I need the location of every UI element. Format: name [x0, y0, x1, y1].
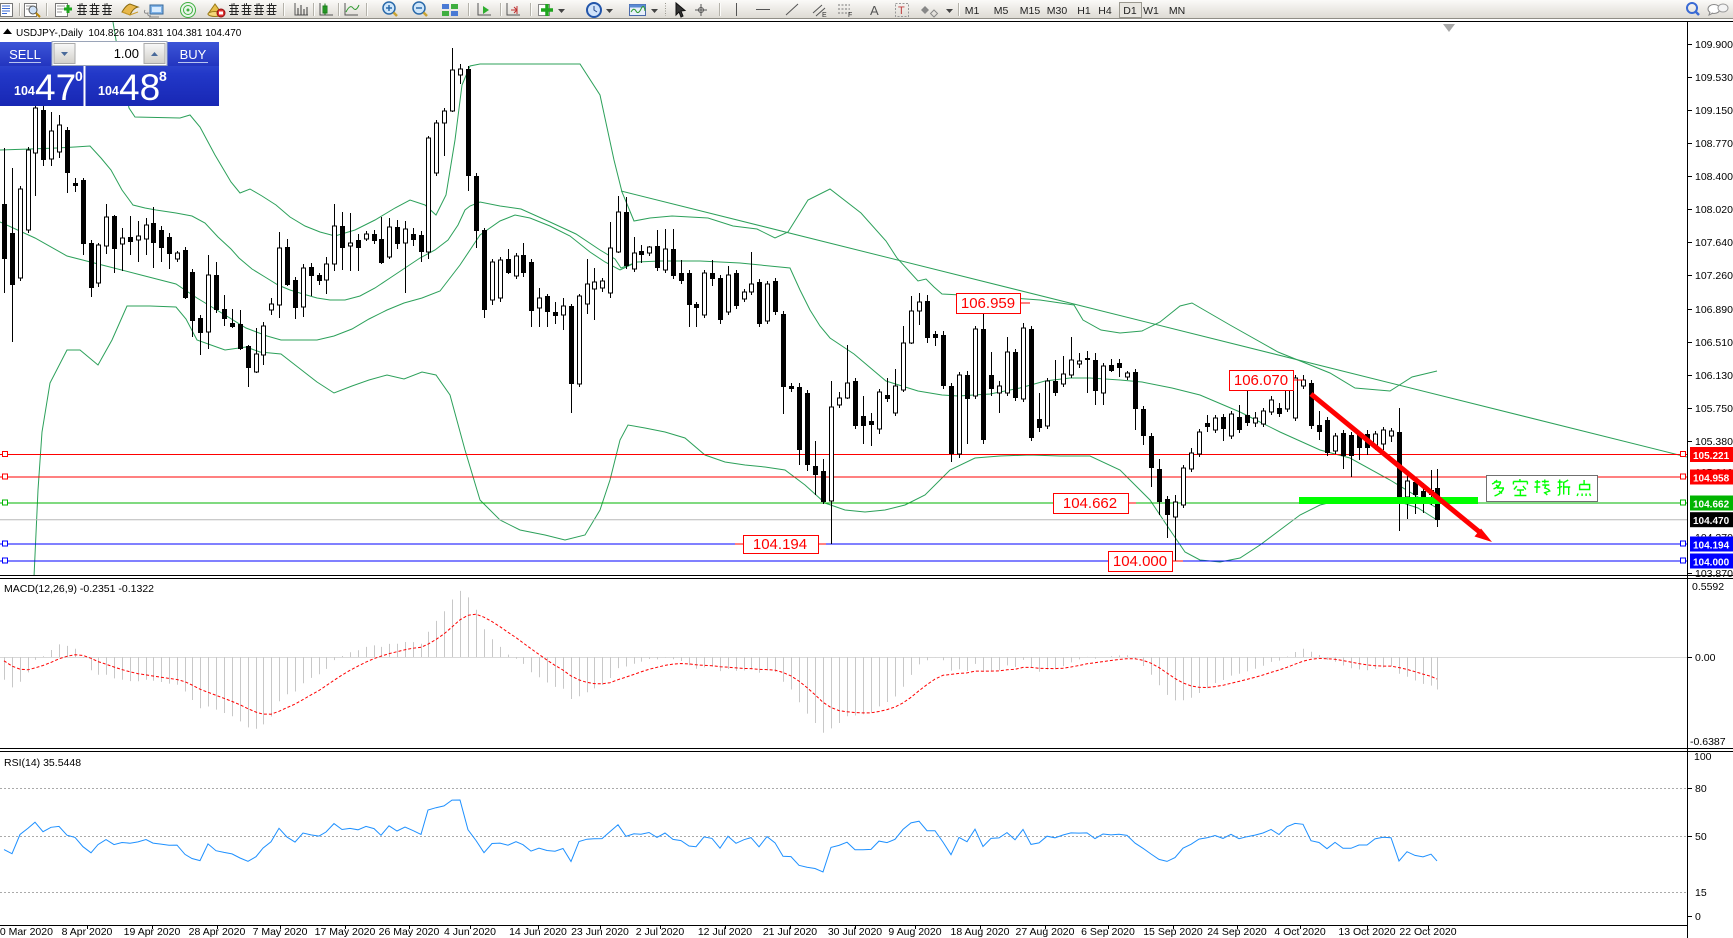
svg-text:0.5592: 0.5592	[1692, 581, 1724, 593]
svg-text:106.510: 106.510	[1695, 337, 1733, 349]
svg-text:15 Sep 2020: 15 Sep 2020	[1143, 926, 1203, 938]
svg-text:E: E	[822, 12, 827, 19]
svg-text:19 Apr 2020: 19 Apr 2020	[124, 926, 181, 938]
svg-text:104.662: 104.662	[1063, 495, 1117, 512]
svg-text:104.194: 104.194	[1693, 541, 1730, 552]
svg-text:103.870: 103.870	[1695, 568, 1733, 580]
svg-text:-0.6387: -0.6387	[1690, 736, 1726, 748]
svg-text:4 Jun 2020: 4 Jun 2020	[444, 926, 496, 938]
svg-text:0: 0	[75, 68, 83, 84]
svg-text:SELL: SELL	[9, 47, 41, 62]
svg-text:104.662: 104.662	[1693, 500, 1730, 511]
svg-text:BUY: BUY	[180, 47, 207, 62]
svg-text:109.530: 109.530	[1695, 72, 1733, 84]
svg-text:108.020: 108.020	[1695, 204, 1733, 216]
svg-text:M5: M5	[994, 5, 1009, 17]
svg-text:T: T	[898, 5, 905, 17]
svg-text:107.640: 107.640	[1695, 237, 1733, 249]
svg-text:107.260: 107.260	[1695, 270, 1733, 282]
svg-text:M15: M15	[1020, 5, 1041, 17]
svg-text:0: 0	[1695, 911, 1701, 923]
svg-text:7 May 2020: 7 May 2020	[253, 926, 308, 938]
svg-text:MN: MN	[1169, 5, 1185, 17]
svg-text:USDJPY-,Daily 104.826 104.831: USDJPY-,Daily 104.826 104.831 104.381 10…	[16, 28, 242, 39]
svg-text:104: 104	[98, 84, 119, 98]
svg-text:80: 80	[1695, 783, 1707, 795]
svg-text:104.470: 104.470	[1693, 516, 1730, 527]
svg-text:30 Mar 2020: 30 Mar 2020	[0, 926, 53, 938]
svg-text:23 Jun 2020: 23 Jun 2020	[571, 926, 629, 938]
svg-text:24 Sep 2020: 24 Sep 2020	[1207, 926, 1267, 938]
svg-text:27 Aug 2020: 27 Aug 2020	[1016, 926, 1075, 938]
svg-text:8: 8	[159, 68, 167, 84]
svg-text:108.770: 108.770	[1695, 138, 1733, 150]
svg-text:1.00: 1.00	[114, 46, 139, 61]
svg-text:21 Jul 2020: 21 Jul 2020	[763, 926, 817, 938]
svg-text:22 Oct 2020: 22 Oct 2020	[1399, 926, 1456, 938]
svg-text:W1: W1	[1143, 5, 1159, 17]
svg-text:106.130: 106.130	[1695, 370, 1733, 382]
svg-text:M1: M1	[965, 5, 980, 17]
svg-text:2 Jul 2020: 2 Jul 2020	[636, 926, 685, 938]
svg-text:106.959: 106.959	[961, 295, 1015, 312]
svg-text:15: 15	[1695, 887, 1707, 899]
svg-text:18 Aug 2020: 18 Aug 2020	[951, 926, 1010, 938]
svg-text:RSI(14) 35.5448: RSI(14) 35.5448	[4, 757, 81, 769]
svg-text:26 May 2020: 26 May 2020	[379, 926, 440, 938]
svg-text:30 Jul 2020: 30 Jul 2020	[828, 926, 882, 938]
svg-text:9 Aug 2020: 9 Aug 2020	[888, 926, 941, 938]
svg-text:4 Oct 2020: 4 Oct 2020	[1274, 926, 1326, 938]
svg-text:105.750: 105.750	[1695, 403, 1733, 415]
svg-text:A: A	[870, 3, 879, 18]
svg-text:106.070: 106.070	[1234, 372, 1288, 389]
svg-text:100: 100	[1694, 751, 1712, 763]
svg-text:105.221: 105.221	[1693, 451, 1730, 462]
svg-text:104.000: 104.000	[1693, 558, 1730, 569]
svg-text:H1: H1	[1077, 5, 1091, 17]
svg-text:108.400: 108.400	[1695, 171, 1733, 183]
svg-text:50: 50	[1695, 831, 1707, 843]
svg-text:104.194: 104.194	[753, 536, 807, 553]
svg-text:M30: M30	[1047, 5, 1068, 17]
svg-text:109.150: 109.150	[1695, 105, 1733, 117]
svg-text:6 Sep 2020: 6 Sep 2020	[1081, 926, 1135, 938]
svg-text:105.380: 105.380	[1695, 436, 1733, 448]
svg-text:12 Jul 2020: 12 Jul 2020	[698, 926, 752, 938]
svg-text:48: 48	[119, 67, 160, 108]
svg-text:104.958: 104.958	[1693, 474, 1730, 485]
svg-text:104: 104	[14, 84, 35, 98]
svg-text:28 Apr 2020: 28 Apr 2020	[189, 926, 246, 938]
svg-text:H4: H4	[1098, 5, 1112, 17]
svg-text:106.890: 106.890	[1695, 304, 1733, 316]
svg-text:17 May 2020: 17 May 2020	[315, 926, 376, 938]
svg-text:104.000: 104.000	[1113, 553, 1167, 570]
svg-text:0.00: 0.00	[1695, 652, 1716, 664]
svg-text:47: 47	[35, 67, 76, 108]
svg-text:14 Jun 2020: 14 Jun 2020	[509, 926, 567, 938]
svg-text:8 Apr 2020: 8 Apr 2020	[62, 926, 113, 938]
svg-text:13 Oct 2020: 13 Oct 2020	[1338, 926, 1395, 938]
svg-text:109.900: 109.900	[1695, 39, 1733, 51]
svg-text:MACD(12,26,9) -0.2351 -0.1322: MACD(12,26,9) -0.2351 -0.1322	[4, 583, 154, 595]
svg-text:F: F	[848, 12, 852, 19]
svg-text:D1: D1	[1123, 5, 1137, 17]
